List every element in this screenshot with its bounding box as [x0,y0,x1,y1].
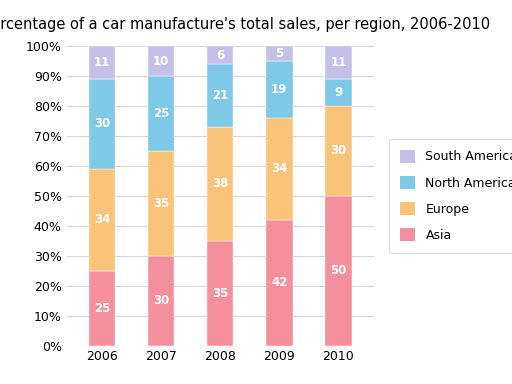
Bar [266,118,292,220]
Bar [207,241,233,346]
Text: 30: 30 [330,144,347,157]
Text: 38: 38 [212,177,228,190]
Text: 10: 10 [153,55,169,68]
Text: 5: 5 [275,47,283,60]
Text: 35: 35 [212,287,228,300]
Text: 42: 42 [271,276,287,289]
Text: 21: 21 [212,89,228,102]
Bar [148,256,175,346]
Bar [89,169,115,271]
Bar [89,271,115,346]
Bar [148,46,175,76]
Text: 9: 9 [334,86,343,99]
Bar [325,196,352,346]
Text: 35: 35 [153,197,169,210]
Text: 25: 25 [153,107,169,120]
Text: 19: 19 [271,83,287,96]
Bar [148,151,175,256]
Legend: South America, North America, Europe, Asia: South America, North America, Europe, As… [389,139,512,253]
Bar [325,46,352,79]
Text: 11: 11 [94,56,110,69]
Text: 50: 50 [330,264,347,277]
Bar [266,46,292,61]
Bar [207,64,233,127]
Title: The percentage of a car manufacture's total sales, per region, 2006-2010: The percentage of a car manufacture's to… [0,17,490,32]
Text: 11: 11 [330,56,347,69]
Bar [266,220,292,346]
Text: 34: 34 [94,213,110,226]
Bar [325,106,352,196]
Text: 34: 34 [271,162,287,175]
Bar [89,46,115,79]
Bar [89,79,115,169]
Text: 6: 6 [216,48,224,61]
Bar [266,61,292,118]
Bar [325,79,352,106]
Text: 30: 30 [94,118,110,131]
Bar [207,46,233,64]
Bar [207,127,233,241]
Bar [148,76,175,151]
Text: 30: 30 [153,294,169,307]
Text: 25: 25 [94,302,110,314]
